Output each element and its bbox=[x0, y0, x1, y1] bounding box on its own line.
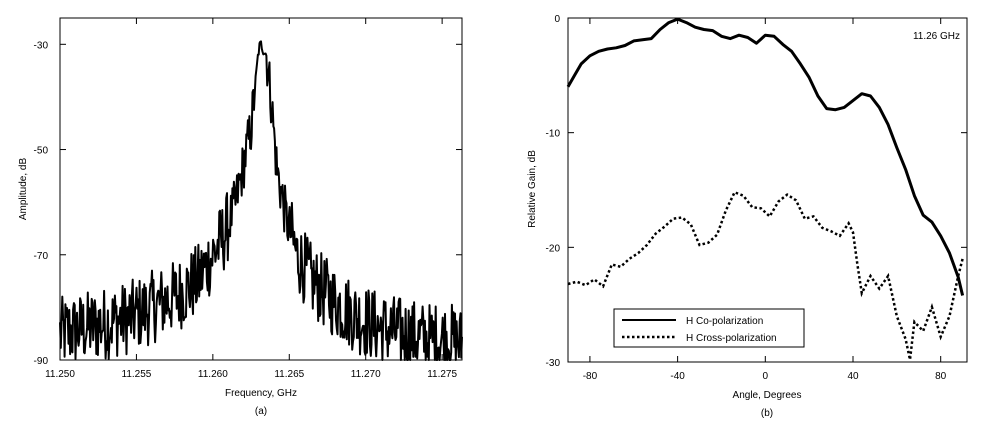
panel-b-y-tick-label: -20 bbox=[546, 243, 561, 254]
panel-b-x-axis-label: Angle, Degrees bbox=[733, 390, 802, 401]
panel-b-cross-polarization-line bbox=[567, 190, 964, 360]
panel-a-spectrum-plot: 11.250 11.255 11.260 11.265 11.270 11.275 -30 -… bbox=[18, 17, 463, 417]
panel-a-y-tick-label: -30 bbox=[34, 40, 49, 51]
panel-b-x-tick-label: 40 bbox=[847, 371, 859, 382]
legend-label-cross: H Cross-polarization bbox=[686, 333, 777, 344]
panel-a-y-tick-label: -50 bbox=[34, 146, 49, 157]
panel-a-x-tick-label: 11.260 bbox=[198, 369, 228, 380]
panel-b-x-tick-label: 80 bbox=[935, 371, 947, 382]
panel-a-y-tick-label: -90 bbox=[34, 356, 49, 367]
panel-b-y-tick-label: -10 bbox=[546, 129, 561, 140]
panel-b-legend: H Co-polarization H Cross-polarization bbox=[613, 308, 805, 348]
legend-box bbox=[613, 308, 805, 348]
legend-label-co: H Co-polarization bbox=[686, 316, 763, 327]
panel-a-plot-frame bbox=[59, 17, 463, 361]
panel-b-x-tick-label: 0 bbox=[763, 371, 769, 382]
panel-a-caption: (a) bbox=[255, 406, 267, 417]
panel-b-plot-frame bbox=[567, 17, 968, 363]
panel-a-amplitude-line bbox=[59, 40, 463, 361]
panel-a-ticks: 11.250 11.255 11.260 11.265 11.270 11.275 -30 -… bbox=[34, 18, 462, 380]
panel-a-x-tick-label: 11.250 bbox=[45, 369, 75, 380]
panel-a-y-tick-label: -70 bbox=[34, 251, 49, 262]
panel-b-pattern-plot: -80 -40 0 40 80 0 -10 -20 -30 11.26 GHz H Co-pol… bbox=[527, 14, 968, 419]
panel-a-x-tick-label: 11.270 bbox=[351, 369, 381, 380]
panel-b-frequency-annotation: 11.26 GHz bbox=[913, 31, 960, 42]
panel-b-y-tick-label: -30 bbox=[546, 358, 561, 369]
panel-a-x-tick-label: 11.265 bbox=[274, 369, 304, 380]
panel-b-co-polarization-line bbox=[566, 17, 965, 296]
panel-a-y-axis-label: Amplitude, dB bbox=[18, 158, 29, 221]
panel-b-y-tick-label: 0 bbox=[554, 14, 560, 25]
panel-b-ticks: -80 -40 0 40 80 0 -10 -20 -30 bbox=[546, 14, 967, 382]
panel-a-x-axis-label: Frequency, GHz bbox=[225, 388, 297, 399]
panel-b-x-tick-label: -40 bbox=[670, 371, 685, 382]
panel-b-x-tick-label: -80 bbox=[583, 371, 598, 382]
panel-b-y-axis-label: Relative Gain, dB bbox=[527, 150, 538, 228]
panel-b-caption: (b) bbox=[761, 408, 773, 419]
panel-a-x-tick-label: 11.275 bbox=[427, 369, 457, 380]
panel-a-x-tick-label: 11.255 bbox=[122, 369, 152, 380]
